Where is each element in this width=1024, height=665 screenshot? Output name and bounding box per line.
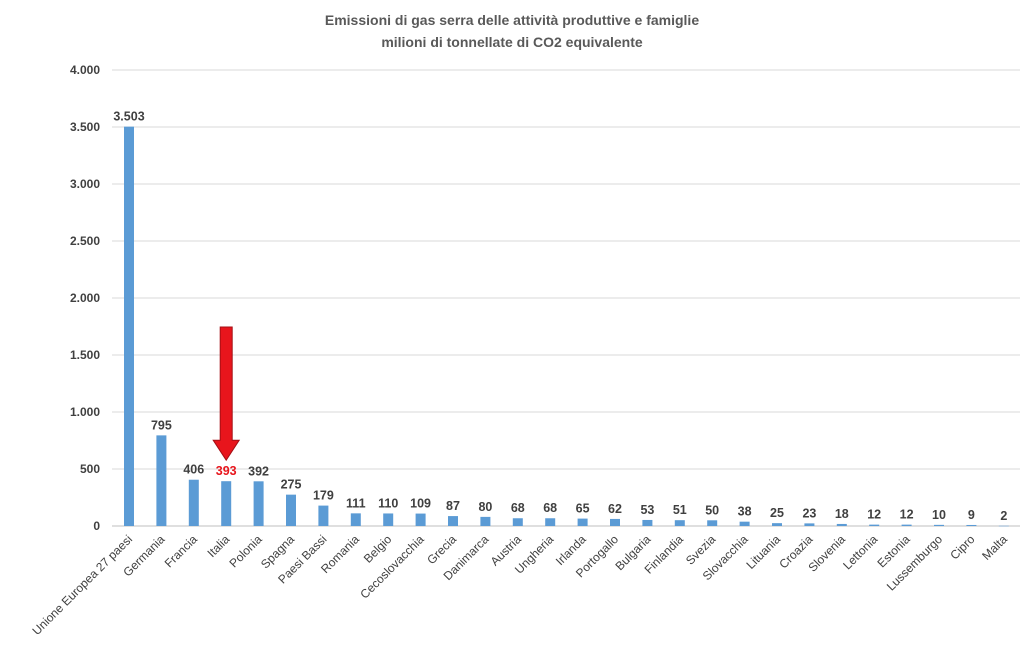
chart-title: Emissioni di gas serra delle attività pr… (325, 12, 699, 28)
bar (966, 524, 977, 526)
data-label: 51 (673, 503, 687, 517)
bar (901, 524, 912, 526)
annotations (212, 326, 241, 462)
chart-subtitle: milioni di tonnellate di CO2 equivalente (381, 34, 643, 50)
data-label: 23 (802, 506, 816, 520)
data-label: 68 (511, 501, 525, 515)
y-tick-label: 3.500 (70, 120, 100, 134)
data-label: 53 (640, 503, 654, 517)
data-label: 87 (446, 499, 460, 513)
bar (545, 518, 556, 526)
y-tick-label: 2.000 (70, 291, 100, 305)
data-label: 3.503 (113, 110, 144, 124)
data-label: 393 (216, 464, 237, 478)
y-axis: 0 500 1.000 1.500 2.000 2.500 3.000 3.500 4.000 (70, 63, 100, 533)
bar (253, 481, 264, 526)
y-tick-label: 3.000 (70, 177, 100, 191)
y-tick-label: 1.000 (70, 405, 100, 419)
bar (383, 513, 394, 526)
bar (739, 521, 750, 526)
bar (804, 523, 815, 526)
bar (998, 525, 1009, 527)
bar (642, 519, 653, 526)
data-label: 50 (705, 503, 719, 517)
bar (934, 524, 944, 526)
arrow-annotation (212, 326, 241, 462)
data-label: 38 (738, 505, 752, 519)
data-label: 12 (867, 508, 881, 522)
x-tick-label: Lituania (743, 532, 783, 572)
data-label: 275 (281, 478, 302, 492)
data-label: 10 (932, 508, 946, 522)
bar (836, 523, 847, 526)
data-label: 68 (543, 501, 557, 515)
data-label: 65 (576, 502, 590, 516)
bars (124, 126, 1009, 527)
data-label: 2 (1000, 509, 1007, 523)
data-label: 795 (151, 418, 172, 432)
bar (350, 513, 361, 526)
data-label: 392 (248, 464, 269, 478)
gridlines (112, 69, 1020, 527)
data-label: 62 (608, 502, 622, 516)
x-tick-label: Malta (979, 532, 1010, 563)
data-label: 109 (410, 497, 431, 511)
bar (415, 513, 426, 526)
data-label: 80 (478, 500, 492, 514)
y-tick-label: 0 (93, 519, 100, 533)
bar (577, 518, 588, 526)
bar (707, 520, 718, 526)
bar (286, 494, 296, 526)
data-label: 9 (968, 508, 975, 522)
x-tick-label: Unione Europea 27 paesi (29, 532, 135, 638)
bar (124, 126, 134, 527)
data-label: 111 (346, 496, 366, 510)
bar (772, 523, 782, 526)
x-tick-label: Slovenia (805, 532, 848, 575)
bar (318, 505, 329, 526)
x-tick-label: Francia (162, 532, 200, 570)
y-tick-label: 500 (80, 462, 100, 476)
bar (610, 518, 620, 526)
bar (448, 516, 458, 526)
bar (674, 520, 685, 526)
y-tick-label: 4.000 (70, 63, 100, 77)
x-tick-label: Cipro (947, 532, 977, 562)
bar (221, 481, 232, 526)
y-tick-label: 2.500 (70, 234, 100, 248)
x-tick-label: Lettonia (840, 532, 880, 572)
data-label: 179 (313, 489, 334, 503)
x-tick-label: Italia (204, 532, 232, 560)
bar (188, 479, 199, 526)
data-label: 12 (900, 508, 914, 522)
data-label: 25 (770, 506, 784, 520)
data-label: 110 (378, 496, 398, 510)
bar (869, 524, 880, 526)
bar (480, 516, 491, 526)
data-label: 18 (835, 507, 849, 521)
bar (156, 435, 167, 526)
bar (512, 518, 523, 526)
y-tick-label: 1.500 (70, 348, 100, 362)
data-label: 406 (183, 463, 204, 477)
x-tick-label: Polonia (227, 532, 265, 570)
